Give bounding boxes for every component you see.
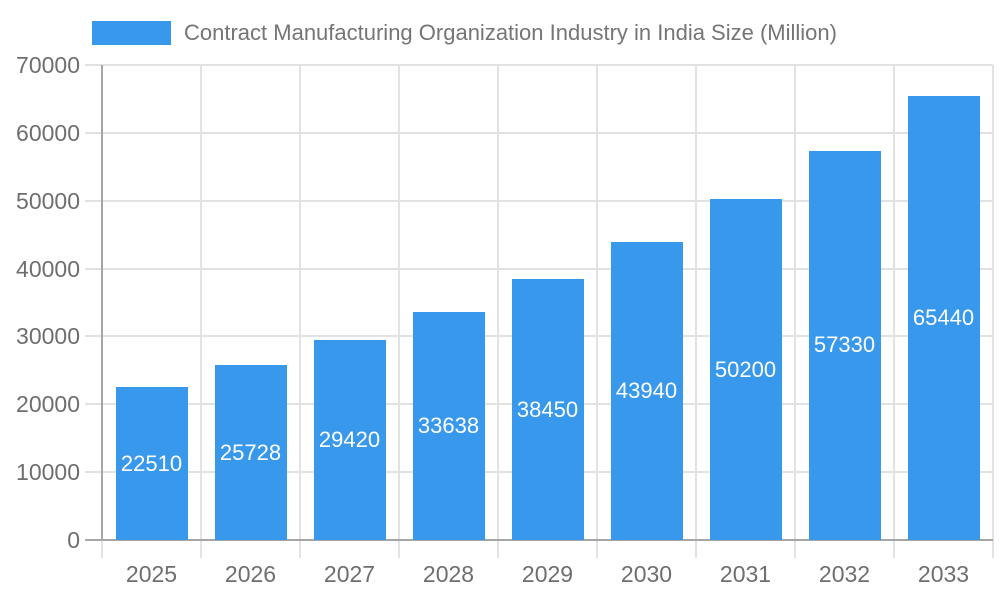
- y-gridline: [85, 64, 993, 66]
- y-axis-tick-label: 60000: [16, 119, 80, 146]
- x-gridline: [398, 65, 400, 558]
- y-axis-tick-label: 20000: [16, 391, 80, 418]
- bar[interactable]: [214, 365, 287, 540]
- bar[interactable]: [313, 340, 386, 540]
- x-axis-tick-label: 2025: [125, 561, 178, 587]
- bar-value-label: 25728: [219, 439, 282, 465]
- x-axis-tick-label: 2026: [224, 561, 277, 587]
- legend[interactable]: Contract Manufacturing Organization Indu…: [92, 20, 837, 45]
- x-gridline: [794, 65, 796, 558]
- bar-value-label: 43940: [615, 377, 678, 403]
- x-axis-tick-label: 2031: [719, 561, 772, 587]
- bar-value-label: 57330: [813, 332, 876, 358]
- x-gridline: [497, 65, 499, 558]
- x-axis-line: [85, 539, 993, 541]
- y-axis-tick-label: 0: [67, 527, 80, 553]
- legend-series-label: Contract Manufacturing Organization Indu…: [184, 20, 837, 45]
- x-gridline: [200, 65, 202, 558]
- bar-value-label: 38450: [516, 396, 579, 422]
- x-axis-tick-label: 2032: [818, 561, 871, 587]
- legend-swatch-icon: [92, 21, 171, 45]
- bar[interactable]: [709, 199, 782, 540]
- y-axis-tick-label: 50000: [16, 187, 80, 214]
- x-axis-tick-label: 2029: [521, 561, 574, 587]
- bar[interactable]: [808, 150, 881, 540]
- bar[interactable]: [115, 387, 188, 540]
- y-gridline: [85, 131, 993, 134]
- y-gridline: [85, 199, 993, 202]
- bar-value-label: 33638: [417, 412, 480, 438]
- bar-value-label: 29420: [318, 427, 381, 453]
- bar[interactable]: [907, 95, 980, 540]
- bar-value-label: 50200: [714, 356, 777, 382]
- bar[interactable]: [610, 241, 683, 540]
- x-gridline: [596, 65, 598, 558]
- y-axis-line: [101, 65, 103, 540]
- y-axis-tick-label: 70000: [16, 52, 80, 78]
- x-gridline: [893, 65, 895, 558]
- y-axis-tick-label: 40000: [16, 255, 80, 282]
- bar[interactable]: [412, 311, 485, 540]
- x-axis-tick-label: 2028: [422, 561, 475, 587]
- x-gridline: [299, 65, 301, 558]
- x-gridline: [992, 65, 994, 558]
- bar-value-label: 22510: [120, 450, 183, 476]
- bar-value-label: 65440: [912, 304, 975, 330]
- bar[interactable]: [511, 279, 584, 540]
- x-axis-tick-label: 2033: [917, 561, 970, 587]
- y-axis-tick-label: 30000: [16, 323, 80, 350]
- x-gridline: [695, 65, 697, 558]
- y-axis-tick-label: 10000: [16, 459, 80, 486]
- x-axis-tick-label: 2027: [323, 561, 376, 587]
- x-axis-tick-label: 2030: [620, 561, 673, 587]
- y-gridline: [85, 267, 993, 270]
